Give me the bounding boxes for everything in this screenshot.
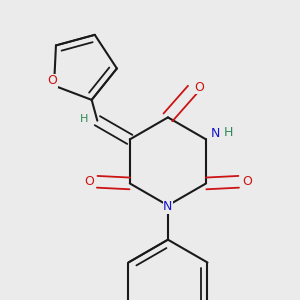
Text: N: N [211, 127, 220, 140]
Text: O: O [84, 175, 94, 188]
Text: N: N [163, 200, 172, 213]
Text: O: O [47, 74, 57, 87]
Text: O: O [195, 81, 205, 94]
Text: H: H [224, 126, 233, 139]
Text: H: H [80, 114, 88, 124]
Text: O: O [242, 175, 252, 188]
